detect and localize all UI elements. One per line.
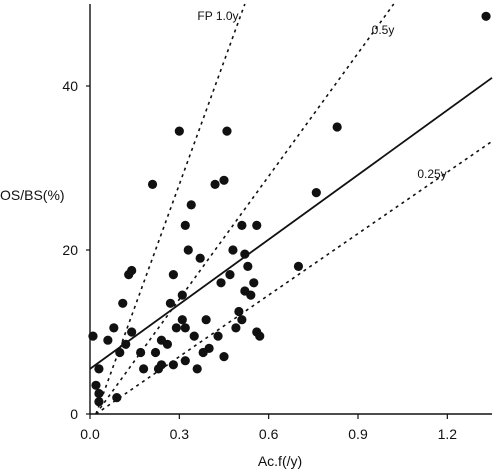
data-point xyxy=(118,298,128,308)
data-point xyxy=(127,327,137,337)
data-point xyxy=(180,323,190,333)
data-point xyxy=(177,290,187,300)
data-point xyxy=(255,331,265,341)
data-points xyxy=(88,11,491,407)
data-point xyxy=(210,179,220,189)
data-point xyxy=(88,331,98,341)
data-point xyxy=(165,298,175,308)
data-point xyxy=(228,245,238,255)
y-tick-label: 20 xyxy=(62,242,78,258)
data-point xyxy=(109,323,119,333)
data-point xyxy=(240,249,250,259)
reference-line-label: 0.25y xyxy=(417,167,446,181)
data-point xyxy=(94,388,104,399)
data-point xyxy=(127,265,137,276)
data-point xyxy=(231,323,241,333)
data-point xyxy=(91,380,101,390)
data-point xyxy=(237,315,247,325)
data-point xyxy=(252,220,262,230)
data-point xyxy=(94,364,104,374)
data-point xyxy=(213,331,223,341)
data-point xyxy=(156,360,167,370)
data-point xyxy=(192,364,202,374)
data-point xyxy=(168,360,178,370)
data-point xyxy=(183,245,193,255)
reference-line-label: FP 1.0y xyxy=(197,9,238,23)
data-point xyxy=(204,343,214,353)
data-point xyxy=(237,220,247,230)
data-point xyxy=(150,347,161,358)
data-point xyxy=(219,352,229,362)
data-point xyxy=(293,261,304,271)
data-point xyxy=(136,347,146,358)
data-point xyxy=(216,278,226,288)
chart-text: Ac.f(/y) OS/BS(%) 0.0 0.3 0.6 0.9 1.2 0 20 40 FP… xyxy=(0,9,457,469)
tick-marks xyxy=(86,85,448,419)
reference-line xyxy=(95,140,493,415)
data-point xyxy=(121,339,131,349)
data-point xyxy=(180,220,190,230)
axes xyxy=(89,4,492,415)
data-point xyxy=(201,315,211,325)
reference-line xyxy=(95,3,395,415)
data-point xyxy=(112,393,122,403)
data-point xyxy=(225,270,235,280)
data-point xyxy=(186,200,196,210)
regression-line-group xyxy=(89,77,493,370)
data-point xyxy=(177,315,187,325)
data-point xyxy=(481,11,491,21)
data-point xyxy=(180,356,190,366)
data-point xyxy=(246,290,256,300)
x-axis-label: Ac.f(/y) xyxy=(258,453,302,469)
data-point xyxy=(222,126,232,136)
regression-line xyxy=(89,77,493,370)
data-point xyxy=(195,253,205,263)
data-point xyxy=(168,270,178,280)
data-point xyxy=(171,323,181,333)
y-tick-label: 40 xyxy=(62,78,78,94)
data-point xyxy=(115,347,125,358)
data-point xyxy=(139,364,149,374)
reference-line-label: 0.5y xyxy=(372,23,395,37)
x-tick-label: 1.2 xyxy=(438,426,458,442)
data-point xyxy=(174,126,184,136)
data-point xyxy=(189,331,199,341)
data-point xyxy=(311,188,321,198)
y-tick-label: 0 xyxy=(70,406,78,422)
x-tick-label: 0.6 xyxy=(259,426,279,442)
data-point xyxy=(94,397,104,407)
data-point xyxy=(162,339,173,349)
data-point xyxy=(219,175,229,185)
data-point xyxy=(103,335,113,345)
data-point xyxy=(243,261,253,271)
x-tick-label: 0.3 xyxy=(170,426,190,442)
x-tick-label: 0.9 xyxy=(348,426,368,442)
data-point xyxy=(332,122,342,132)
data-point xyxy=(249,278,259,288)
y-axis-label: OS/BS(%) xyxy=(0,187,65,203)
x-tick-label: 0.0 xyxy=(80,426,100,442)
data-point xyxy=(147,179,158,189)
data-point xyxy=(234,306,244,317)
